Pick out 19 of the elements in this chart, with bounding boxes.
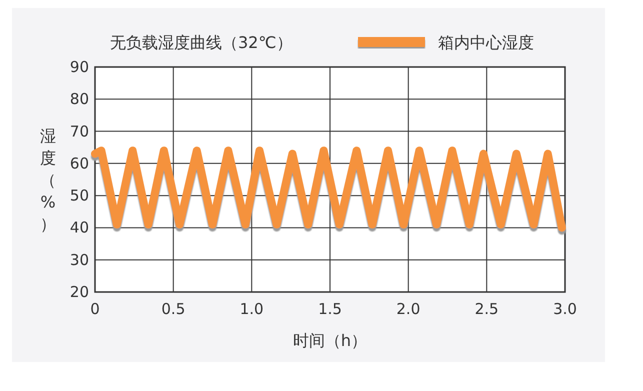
x-tick-label: 1.0 bbox=[240, 300, 264, 318]
x-tick-label: 0.5 bbox=[161, 300, 186, 318]
y-tick-label: 30 bbox=[70, 250, 89, 269]
y-tick-label: 40 bbox=[70, 218, 89, 237]
chart-title: 无负载湿度曲线（32℃） bbox=[110, 33, 292, 52]
x-tick-label: 2.0 bbox=[396, 300, 420, 318]
x-tick-label: 0 bbox=[90, 300, 100, 318]
y-axis-title: 湿度（%） bbox=[40, 126, 56, 234]
y-tick-label: 70 bbox=[70, 122, 89, 140]
y-tick-label: 90 bbox=[70, 58, 89, 76]
x-tick-label: 1.5 bbox=[318, 300, 342, 318]
y-tick-label: 50 bbox=[70, 186, 89, 205]
y-tick-label: 80 bbox=[70, 90, 89, 108]
y-tick-label: 60 bbox=[70, 154, 89, 172]
y-tick-label: 20 bbox=[70, 283, 89, 301]
x-tick-label: 3.0 bbox=[553, 300, 577, 318]
x-axis-title: 时间（h） bbox=[292, 331, 368, 350]
x-tick-label: 2.5 bbox=[474, 300, 499, 318]
legend-label: 箱内中心湿度 bbox=[438, 33, 534, 52]
